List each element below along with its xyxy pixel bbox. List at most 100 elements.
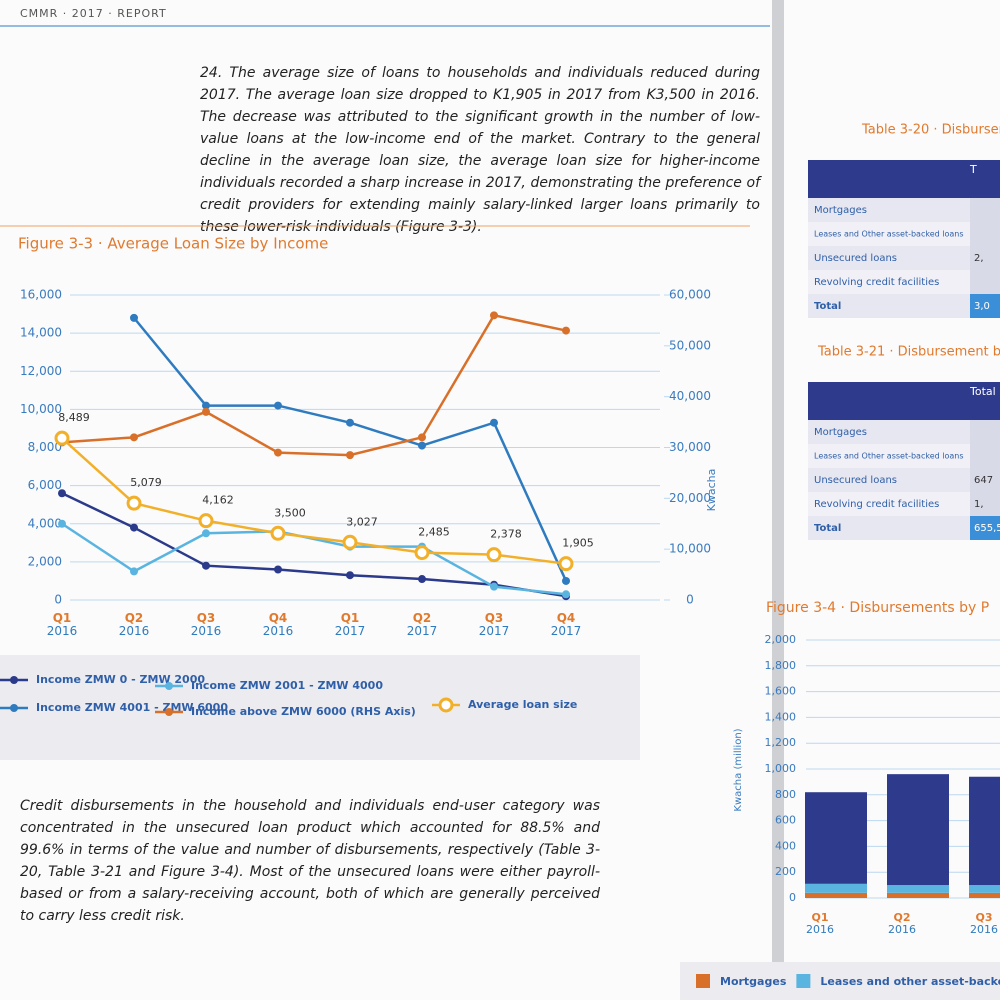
- data-point: [202, 529, 210, 538]
- table-row: [808, 246, 1000, 270]
- x-tick-label: Q2 2017: [407, 611, 438, 638]
- table-value-cell: [970, 294, 1000, 318]
- legend-label: Income ZMW 0 - ZMW 2000: [36, 673, 205, 686]
- y-tick-label: 14,000: [20, 326, 62, 340]
- y2-tick-label: 0: [686, 593, 694, 607]
- table-value: 3,0: [974, 301, 990, 312]
- y-tick-label: 800: [775, 788, 796, 801]
- data-point: [198, 513, 214, 529]
- data-label: 4,162: [202, 494, 234, 507]
- y2-tick-label: 10,000: [669, 542, 711, 556]
- table-row: [808, 198, 1000, 222]
- data-point: [346, 451, 354, 460]
- data-label: 8,489: [58, 411, 90, 424]
- data-point: [130, 433, 138, 442]
- y-tick-label: 1,400: [765, 710, 797, 723]
- paragraph-text: The average size of loans to households …: [200, 65, 760, 235]
- data-point: [274, 448, 282, 457]
- table-row-label: Mortgages: [814, 205, 867, 216]
- x-tick-label: Q4 2017: [551, 611, 582, 638]
- data-point: [346, 571, 354, 580]
- data-point: [126, 495, 142, 511]
- bar-segment: [887, 774, 949, 886]
- data-label: 2,378: [490, 528, 522, 541]
- data-label: 3,027: [346, 515, 378, 528]
- paragraph: 24. The average size of loans to househo…: [200, 62, 760, 238]
- table-value-cell: [970, 444, 1000, 468]
- y-tick-label: 1,000: [765, 762, 797, 775]
- bar-segment: [887, 885, 949, 893]
- table-value: 1,: [974, 499, 984, 510]
- data-point: [562, 576, 570, 585]
- bar-segment: [887, 892, 949, 898]
- y-tick-label: 4,000: [28, 516, 62, 530]
- y-tick-label: 2,000: [28, 554, 62, 568]
- table-value: 655,5: [974, 523, 1000, 534]
- x-tick-label: Q1 2017: [335, 611, 366, 638]
- table-row-label: Unsecured loans: [814, 475, 897, 486]
- y-tick-label: 10,000: [20, 402, 62, 416]
- table-value-cell: [970, 468, 1000, 492]
- figure-title: Figure 3-4 · Disbursements by P: [766, 600, 989, 616]
- table-row-label: Revolving credit facilities: [814, 277, 939, 288]
- table-row-label: Revolving credit facilities: [814, 499, 939, 510]
- paragraph-number: 24.: [200, 65, 223, 81]
- legend-label: Mortgages: [720, 975, 787, 988]
- legend-marker: [165, 708, 173, 716]
- table-value-cell: [970, 222, 1000, 246]
- table-value-cell: [970, 516, 1000, 540]
- table-value-cell: [970, 198, 1000, 222]
- table-row: [808, 444, 1000, 468]
- data-point: [202, 401, 210, 410]
- y-tick-label: 16,000: [20, 288, 62, 302]
- data-point: [342, 534, 358, 550]
- running-header: CMMR · 2017 · REPORT: [20, 7, 167, 20]
- table-header-band: [808, 382, 1000, 420]
- table-value: 2,: [974, 253, 984, 264]
- bar-segment: [805, 792, 867, 884]
- table-value-cell: [970, 270, 1000, 294]
- series-line: [61, 492, 567, 598]
- data-point: [418, 441, 426, 450]
- table-row: [808, 492, 1000, 516]
- y-tick-label: 6,000: [28, 478, 62, 492]
- series-line: [61, 437, 567, 565]
- y2-tick-label: 60,000: [669, 288, 711, 302]
- table-row: [808, 222, 1000, 246]
- data-point: [414, 545, 430, 561]
- x-tick-label: Q2 2016: [888, 911, 916, 936]
- y2-tick-label: 50,000: [669, 338, 711, 352]
- y-tick-label: 1,800: [765, 659, 797, 672]
- y-tick-label: 1,200: [765, 736, 797, 749]
- x-tick-label: Q4 2016: [263, 611, 294, 638]
- data-point: [58, 519, 66, 528]
- table-header-band: [808, 160, 1000, 198]
- table-title: Table 3-21 · Disbursement b: [817, 345, 1000, 360]
- y2-tick-label: 40,000: [669, 389, 711, 403]
- y-tick-label: 12,000: [20, 364, 62, 378]
- data-point: [274, 401, 282, 410]
- table-row-label: Leases and Other asset-backed loans: [814, 452, 964, 461]
- table-value: 647: [974, 475, 993, 486]
- table-header-cell: Total: [969, 385, 996, 398]
- x-tick-label: Q2 2016: [119, 611, 150, 638]
- legend-marker: [10, 704, 18, 712]
- data-point: [346, 418, 354, 427]
- y-tick-label: 0: [789, 891, 796, 904]
- table-value-cell: [970, 420, 1000, 444]
- x-tick-label: Q3 2016: [191, 611, 222, 638]
- legend-label: Leases and other asset-backe: [820, 975, 1000, 988]
- data-point: [130, 523, 138, 532]
- data-point: [490, 311, 498, 320]
- legend-marker: [438, 697, 454, 713]
- y-tick-label: 0: [54, 593, 62, 607]
- paragraph: Credit disbursements in the household an…: [20, 795, 600, 927]
- data-point: [486, 547, 502, 563]
- data-point: [58, 489, 66, 498]
- y2-tick-label: 30,000: [669, 440, 711, 454]
- table-value-cell: [970, 492, 1000, 516]
- legend-swatch: [696, 974, 710, 988]
- data-point: [418, 433, 426, 442]
- bar-segment: [969, 885, 1000, 893]
- y-tick-label: 600: [775, 814, 796, 827]
